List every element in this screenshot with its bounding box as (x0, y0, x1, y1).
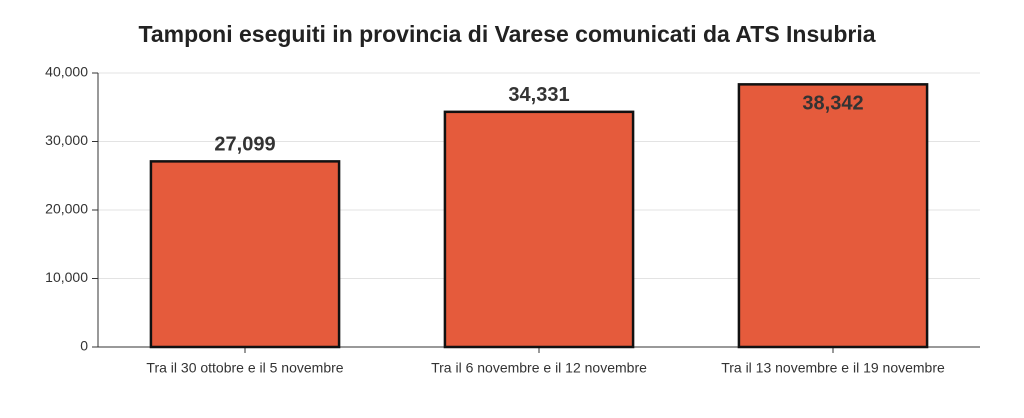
x-tick-label: Tra il 13 novembre e il 19 novembre (721, 360, 945, 376)
y-tick-label: 30,000 (45, 132, 88, 148)
x-tick-label: Tra il 30 ottobre e il 5 novembre (146, 360, 343, 376)
value-label: 38,342 (802, 93, 863, 115)
value-label: 34,331 (508, 84, 569, 106)
value-label: 27,099 (214, 134, 275, 156)
y-tick-label: 10,000 (45, 269, 88, 285)
bar (149, 160, 341, 349)
bar (443, 110, 635, 349)
y-tick-label: 0 (80, 338, 88, 354)
x-tick-label: Tra il 6 novembre e il 12 novembre (431, 360, 647, 376)
bar (737, 83, 929, 349)
y-tick-label: 40,000 (45, 64, 88, 80)
chart-title: Tamponi eseguiti in provincia di Varese … (138, 21, 875, 47)
y-tick-label: 20,000 (45, 201, 88, 217)
